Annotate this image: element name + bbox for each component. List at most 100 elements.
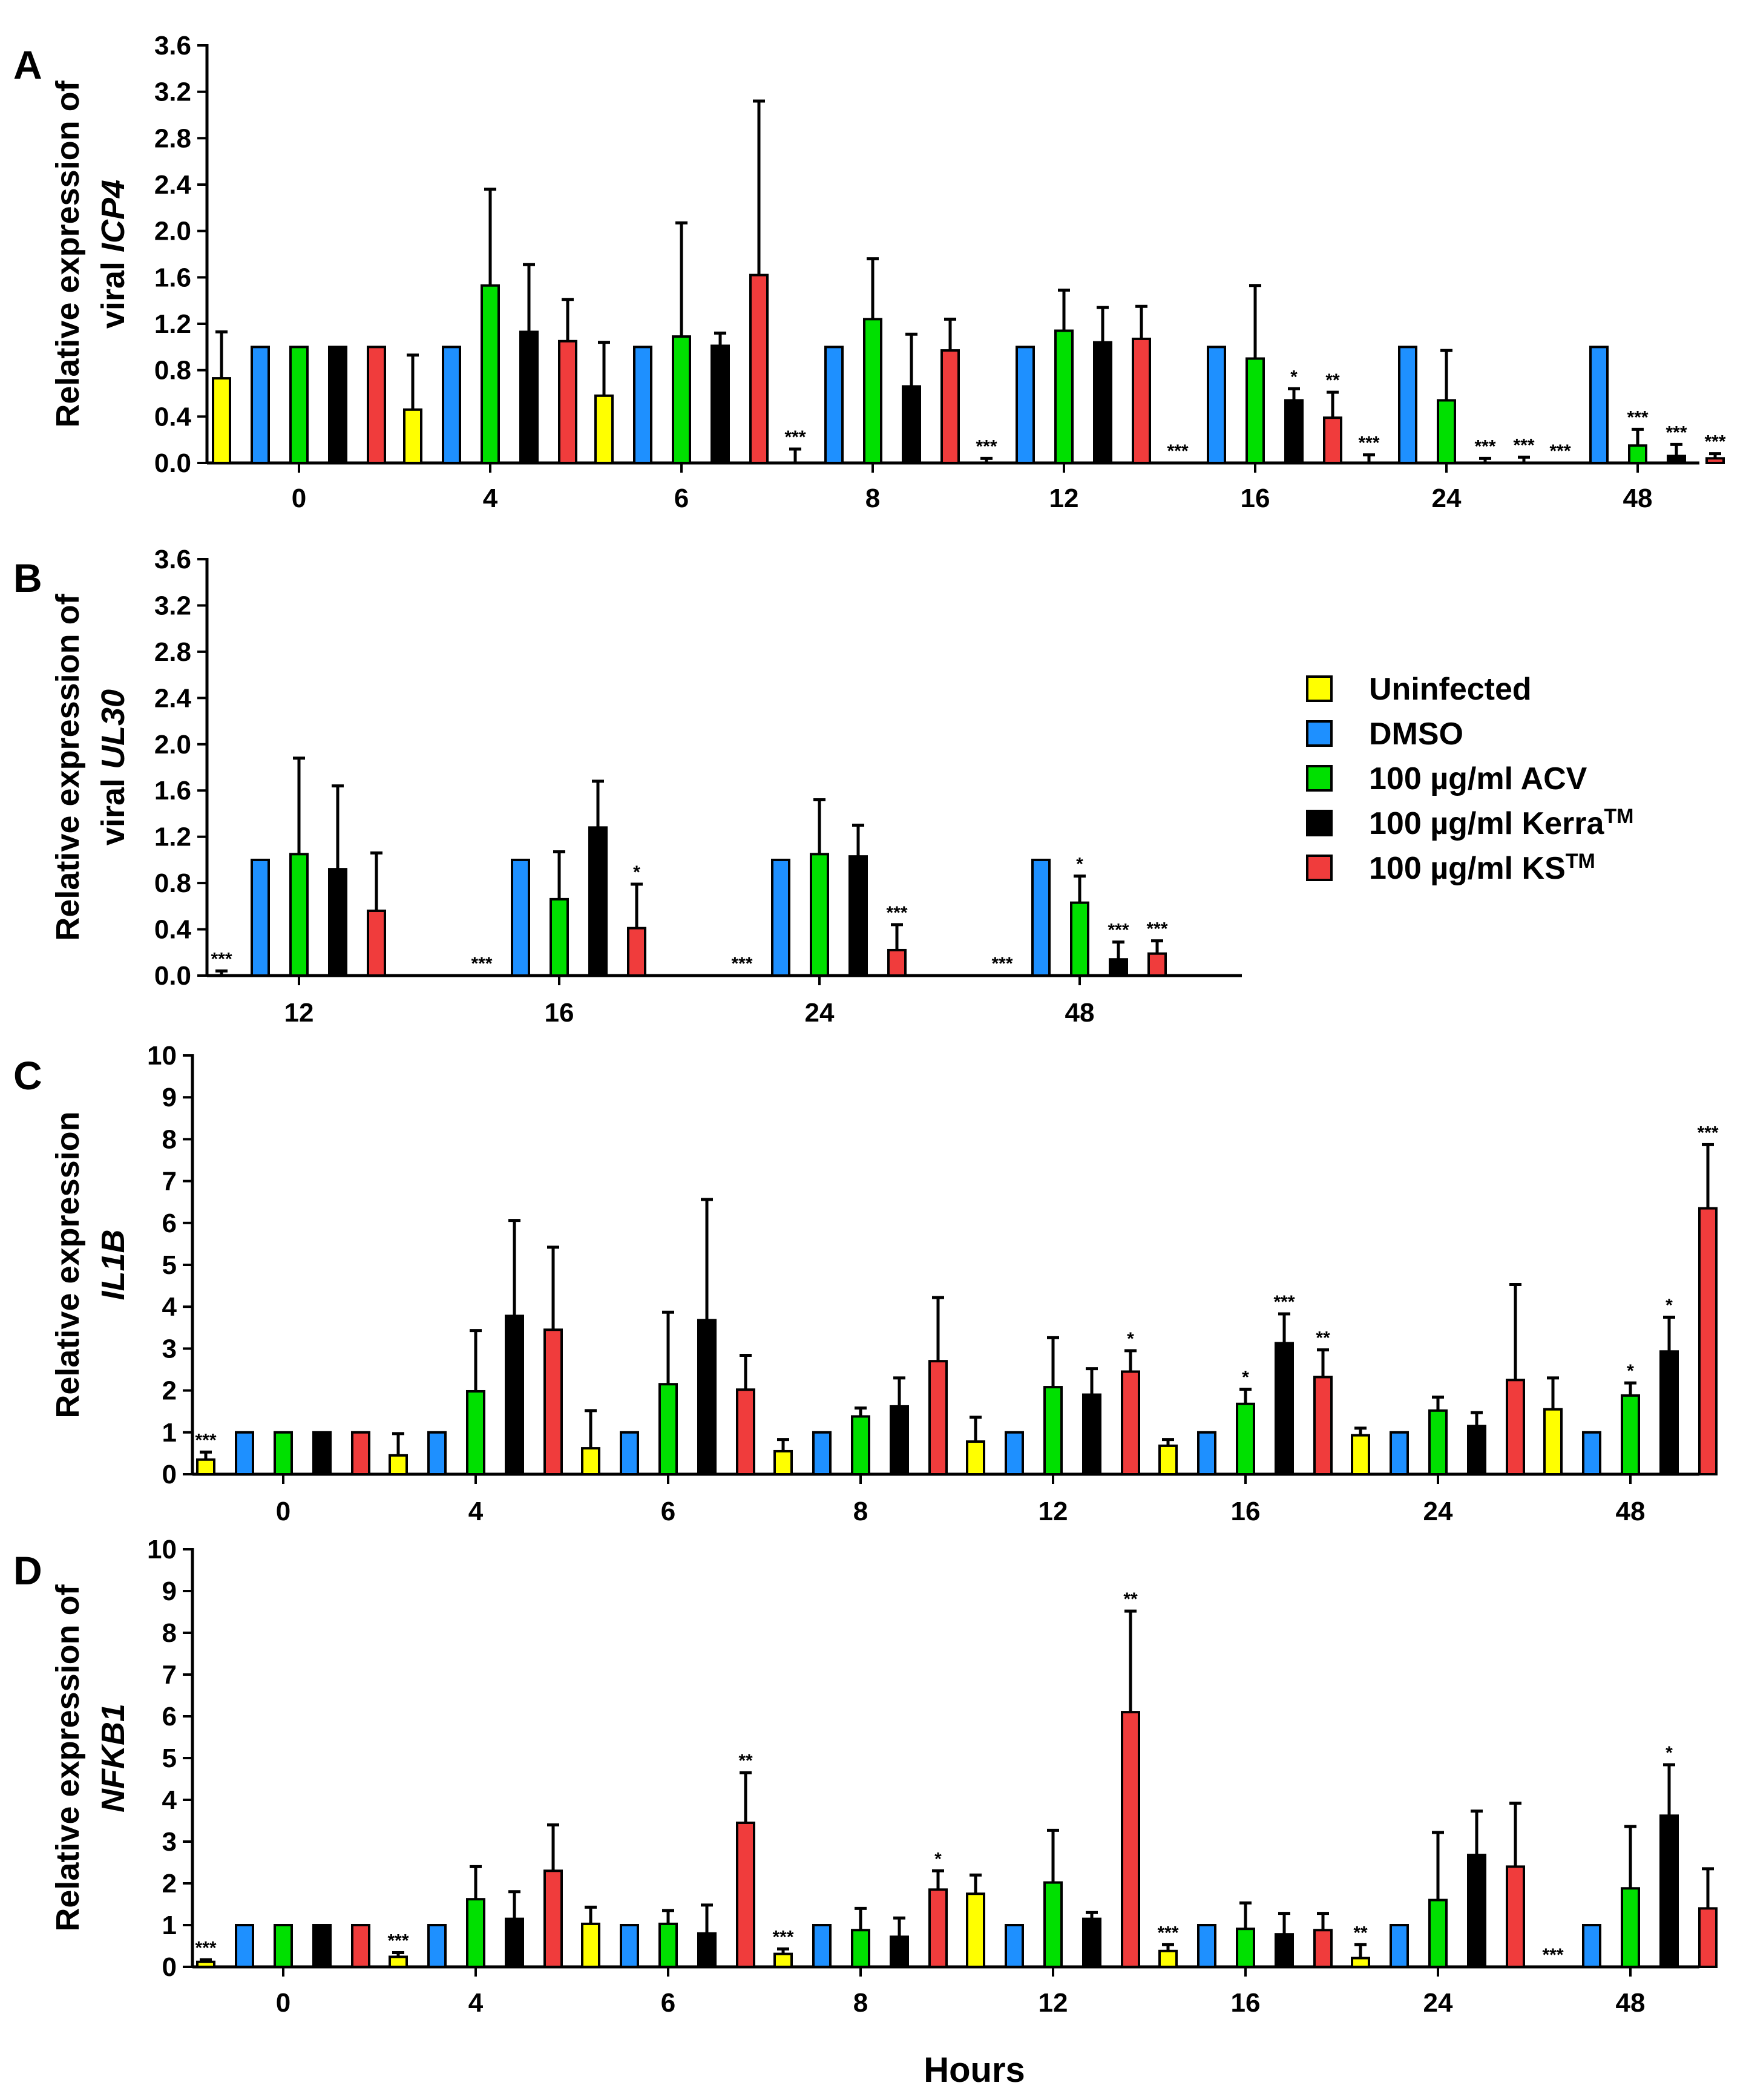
x-tick-label: 16 — [545, 998, 574, 1028]
bar-kerra-0 — [312, 1924, 332, 1968]
bar-dmso-6 — [633, 346, 652, 464]
bar-acv-4 — [481, 284, 500, 464]
bar-acv-16 — [1236, 1928, 1255, 1968]
x-tick-label: 4 — [468, 1497, 484, 1526]
bar-ks-16 — [1323, 416, 1342, 464]
legend-swatch-kerra — [1306, 810, 1333, 836]
y-tick-label: 0.8 — [154, 868, 191, 898]
bar-acv-0 — [274, 1431, 293, 1476]
bar-uninfected-16 — [1158, 1444, 1178, 1476]
y-tick-label: 8 — [162, 1618, 177, 1648]
significance-marker: * — [1076, 855, 1083, 874]
y-tick-label: 3 — [162, 1334, 177, 1363]
bar-uninfected-12 — [966, 1892, 985, 1968]
y-tick-label: 8 — [162, 1124, 177, 1154]
significance-marker: *** — [886, 903, 907, 923]
y-tick-label: 1.2 — [154, 822, 191, 852]
x-tick-label: 16 — [1241, 484, 1270, 513]
bar-kerra-24 — [1467, 1854, 1486, 1969]
bar-ks-8 — [928, 1360, 948, 1475]
y-tick-label: 3.2 — [154, 591, 191, 620]
bar-kerra-4 — [519, 330, 539, 465]
bar-acv-6 — [672, 335, 691, 464]
bar-ks-48 — [1698, 1907, 1718, 1968]
x-tick-label: 0 — [276, 1497, 290, 1526]
bar-kerra-16 — [1275, 1342, 1294, 1476]
y-tick-label: 4 — [162, 1292, 177, 1322]
significance-marker: *** — [1358, 433, 1379, 453]
bar-acv-16 — [1236, 1402, 1255, 1475]
x-tick-label: 48 — [1065, 998, 1095, 1028]
significance-marker: *** — [1513, 435, 1534, 455]
y-tick-label: 0 — [162, 1952, 177, 1982]
bar-acv-24 — [1428, 1409, 1448, 1475]
bar-uninfected-6 — [581, 1922, 600, 1968]
y-tick-label: 10 — [147, 1535, 177, 1564]
bar-dmso-0 — [251, 346, 270, 464]
y-axis-label-line1: Relative expression of — [50, 1584, 86, 1931]
y-axis-label-line2: IL1B — [95, 1229, 131, 1300]
x-tick-label: 6 — [661, 1988, 675, 2018]
panel-letter: B — [13, 556, 42, 600]
significance-marker: * — [633, 862, 640, 882]
y-tick-label: 9 — [162, 1083, 177, 1112]
x-tick-label: 24 — [805, 998, 835, 1028]
bar-acv-48 — [1621, 1887, 1640, 1969]
bar-ks-12 — [1121, 1711, 1140, 1969]
bar-kerra-6 — [711, 344, 730, 465]
significance-marker: *** — [1704, 432, 1725, 452]
bar-uninfected-8 — [773, 1449, 793, 1475]
bar-ks-0 — [367, 346, 386, 464]
bar-acv-8 — [851, 1929, 870, 1969]
bar-dmso-8 — [812, 1431, 832, 1476]
bar-kerra-16 — [1275, 1933, 1294, 1968]
bar-dmso-48 — [1582, 1431, 1601, 1476]
x-tick-label: 48 — [1616, 1497, 1646, 1526]
bar-dmso-0 — [235, 1431, 254, 1476]
x-tick-label: 48 — [1616, 1988, 1646, 2018]
bar-dmso-16 — [1197, 1924, 1216, 1968]
bar-dmso-12 — [1016, 346, 1035, 464]
significance-marker: *** — [1697, 1123, 1718, 1143]
x-tick-label: 24 — [1432, 484, 1462, 513]
y-axis-label-line1: Relative expression — [50, 1111, 86, 1418]
y-tick-label: 1 — [162, 1911, 177, 1940]
bar-acv-12 — [1043, 1881, 1063, 1969]
significance-marker: * — [934, 1849, 942, 1869]
bar-kerra-16 — [1284, 399, 1304, 464]
bar-dmso-48 — [1582, 1924, 1601, 1968]
bar-acv-8 — [851, 1415, 870, 1475]
x-tick-label: 24 — [1423, 1988, 1453, 2018]
y-tick-label: 0.8 — [154, 356, 191, 386]
significance-marker: *** — [195, 1430, 216, 1450]
legend-label-dmso: DMSO — [1369, 717, 1463, 752]
bar-acv-12 — [1043, 1386, 1063, 1475]
x-tick-label: 6 — [674, 484, 689, 513]
x-tick-label: 12 — [1049, 484, 1079, 513]
panel-letter: D — [13, 1548, 42, 1593]
x-tick-label: 8 — [853, 1988, 868, 2018]
bar-kerra-8 — [902, 385, 921, 464]
bar-ks-8 — [928, 1888, 948, 1969]
bar-dmso-6 — [620, 1924, 639, 1968]
legend: Uninfected DMSO 100 µg/ml ACV 100 µg/ml Ker… — [1306, 672, 1633, 886]
x-tick-label: 12 — [1039, 1497, 1068, 1526]
bar-uninfected-16 — [1158, 1949, 1178, 1969]
y-tick-label: 0.0 — [154, 961, 191, 991]
y-tick-label: 2.0 — [154, 217, 191, 246]
x-tick-label: 8 — [853, 1497, 868, 1526]
y-tick-label: 10 — [147, 1041, 177, 1071]
y-tick-label: 2.4 — [154, 683, 192, 713]
bar-kerra-8 — [890, 1405, 909, 1475]
bar-dmso-8 — [812, 1924, 832, 1968]
bar-acv-16 — [1246, 357, 1265, 464]
bar-dmso-4 — [427, 1924, 447, 1968]
bar-kerra-12 — [1082, 1917, 1101, 1968]
significance-marker: *** — [211, 949, 232, 969]
bar-uninfected-0 — [196, 1458, 215, 1476]
bar-kerra-12 — [1093, 341, 1112, 465]
x-tick-label: 24 — [1423, 1497, 1453, 1526]
